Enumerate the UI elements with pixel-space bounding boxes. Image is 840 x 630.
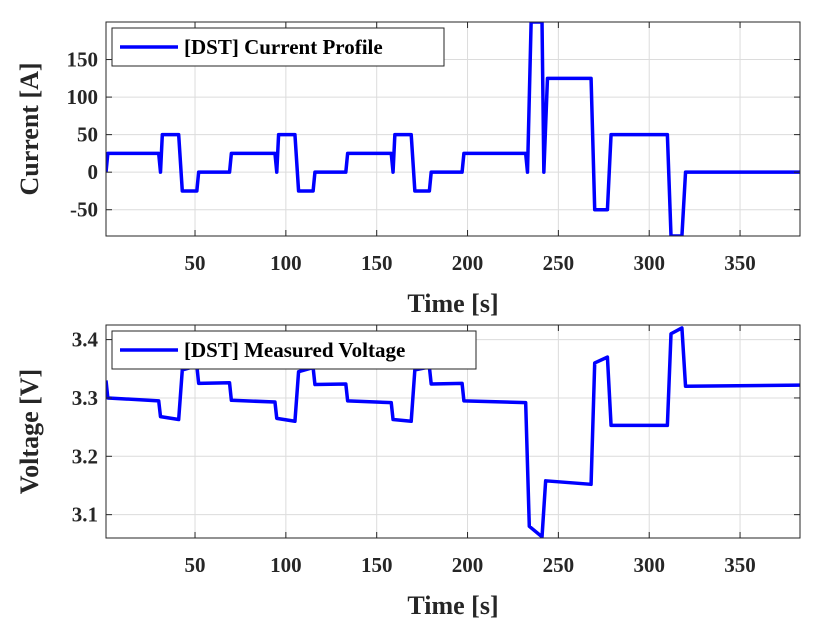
chart-1-y-tick-label: 3.1: [72, 503, 98, 527]
chart-0-x-tick-label: 300: [633, 251, 665, 275]
chart-1-x-axis-label: Time [s]: [407, 591, 498, 620]
chart-1-x-tick-label: 100: [270, 553, 302, 577]
chart-0-x-tick-label: 150: [361, 251, 393, 275]
current-chart: 50 100 150 200 250 300 350 -50 0 50 100 150 Time [s]…: [15, 21, 801, 318]
chart-0-axes-frame: [105, 21, 801, 237]
chart-1-legend-label: [DST] Measured Voltage: [184, 338, 405, 362]
chart-1-series-line-0: [106, 326, 800, 538]
voltage-chart: 50 100 150 200 250 300 350 3.1 3.2 3.3 3.4 Time [s]…: [15, 324, 801, 620]
chart-0-y-tick-label: 50: [77, 123, 98, 147]
chart-1-x-tick-label: 350: [724, 553, 756, 577]
chart-0-y-tick-label: 0: [88, 160, 99, 184]
chart-1-axes-frame: [105, 324, 801, 539]
chart-0-x-axis-label: Time [s]: [407, 289, 498, 318]
chart-0-y-tick-label: 150: [67, 48, 99, 72]
chart-0-x-tick-label: 100: [270, 251, 302, 275]
chart-0-y-tick-label: 100: [67, 85, 99, 109]
chart-0-x-tick-label: 350: [724, 251, 756, 275]
chart-0-x-tick-label: 50: [185, 251, 206, 275]
chart-0-y-tick-label: -50: [70, 198, 98, 222]
chart-1-x-tick-label: 200: [452, 553, 484, 577]
chart-0-y-axis-label: Current [A]: [15, 62, 44, 195]
chart-1-y-tick-label: 3.3: [72, 386, 98, 410]
chart-1-x-tick-label: 50: [185, 553, 206, 577]
chart-1-x-tick-label: 300: [633, 553, 665, 577]
chart-0-x-tick-label: 250: [543, 251, 575, 275]
chart-1-x-tick-label: 150: [361, 553, 393, 577]
chart-1-y-tick-label: 3.4: [72, 328, 99, 352]
chart-1-y-axis-label: Voltage [V]: [15, 369, 44, 494]
chart-0-series-line-0: [106, 22, 800, 236]
chart-0-x-tick-label: 200: [452, 251, 484, 275]
chart-1-x-tick-label: 250: [543, 553, 575, 577]
chart-0-legend-label: [DST] Current Profile: [184, 35, 383, 59]
chart-1-y-tick-label: 3.2: [72, 444, 98, 468]
